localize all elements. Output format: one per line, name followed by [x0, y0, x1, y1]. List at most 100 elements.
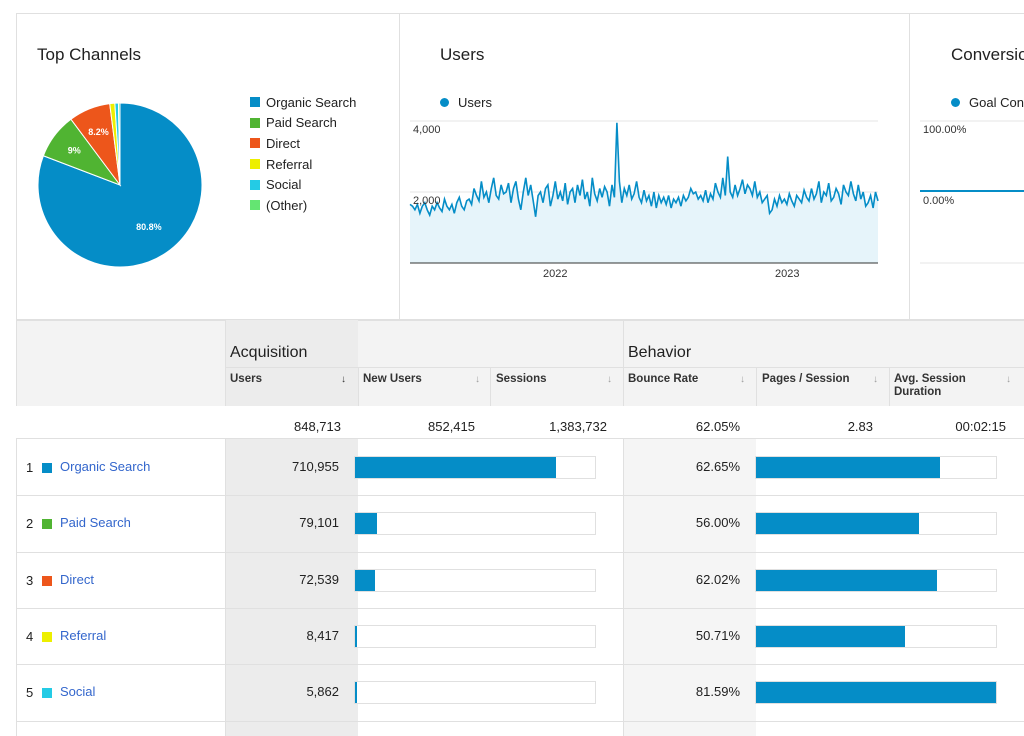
row-bounce-rate-value: 62.02% — [695, 571, 740, 587]
total-new-users: 852,415 — [428, 419, 475, 434]
users-share-bar — [354, 681, 596, 705]
row-bounce-rate-value: 62.65% — [695, 459, 740, 475]
users-share-bar — [354, 456, 596, 480]
conversions-card-title: Conversio — [951, 45, 1024, 64]
col-head-avg-session-line2: Duration — [894, 386, 942, 398]
legend-label: Direct — [266, 135, 300, 151]
pie-slice-other[interactable] — [117, 102, 121, 186]
legend-item[interactable]: Direct — [250, 133, 356, 154]
legend-label: Paid Search — [266, 115, 337, 131]
row-users-value: 72,539 — [299, 571, 339, 587]
users-share-bar-fill — [355, 513, 378, 535]
row-users-value: 8,417 — [306, 628, 339, 644]
total-sessions: 1,383,732 — [549, 419, 607, 434]
users-share-bar — [354, 568, 596, 592]
conversions-y-tick-0: 0.00% — [923, 195, 955, 207]
totals-row-bg — [16, 406, 1024, 439]
users-share-bar-fill — [355, 457, 556, 479]
col-head-sessions[interactable]: Sessions — [496, 373, 547, 385]
sort-icon-avg-session[interactable]: ↓ — [1006, 374, 1011, 385]
row-channel-link[interactable]: Referral — [60, 628, 107, 644]
col-sep-pages — [756, 368, 757, 439]
legend-item[interactable]: Referral — [250, 154, 356, 175]
bounce-rate-bar — [755, 568, 997, 592]
legend-item[interactable]: (Other) — [250, 195, 356, 216]
row-users-value: 79,101 — [299, 515, 339, 531]
col-sep-new-users — [358, 368, 359, 439]
legend-swatch — [250, 117, 260, 128]
sort-icon-pages-session[interactable]: ↓ — [873, 374, 878, 385]
table-row-line — [16, 607, 1024, 609]
table-top-line — [16, 320, 1024, 321]
sort-icon-new-users[interactable]: ↓ — [475, 374, 480, 385]
sort-icon-sessions[interactable]: ↓ — [607, 374, 612, 385]
legend-item[interactable]: Social — [250, 174, 356, 195]
row-number: 1 — [26, 460, 34, 476]
row-number: 4 — [26, 629, 34, 645]
cards-top-border — [16, 13, 1024, 14]
conversions-line-chart — [920, 120, 1024, 264]
legend-swatch — [250, 200, 260, 211]
conversions-y-tick-100: 100.00% — [923, 124, 967, 136]
row-users-value: 710,955 — [292, 459, 339, 475]
header-sub-line — [225, 367, 1024, 368]
total-avg-session: 00:02:15 — [955, 419, 1006, 434]
users-series-legend[interactable]: Users — [440, 95, 492, 110]
bounce-rate-bar — [755, 512, 997, 536]
table-row-line — [16, 551, 1024, 553]
col-head-users[interactable]: Users — [230, 373, 262, 385]
row-number: 5 — [26, 685, 34, 701]
bounce-rate-bar — [755, 625, 997, 649]
total-bounce-rate: 62.05% — [695, 419, 740, 434]
users-series-line[interactable] — [409, 122, 879, 218]
legend-item[interactable]: Paid Search — [250, 113, 356, 134]
pie-slice-organic-search[interactable] — [37, 102, 203, 268]
bounce-rate-bar-fill — [756, 626, 905, 648]
total-pages-session: 2.83 — [847, 419, 873, 434]
legend-label: (Other) — [266, 197, 308, 213]
users-share-bar — [354, 512, 596, 536]
table-row-line — [16, 664, 1024, 666]
row-number: 2 — [26, 516, 34, 532]
users-y-tick-2000: 2,000 — [413, 195, 441, 207]
users-y-tick-4000: 4,000 — [413, 124, 441, 136]
legend-label: Social — [266, 177, 302, 193]
row-channel-link[interactable]: Organic Search — [60, 459, 151, 475]
users-share-bar-fill — [355, 626, 358, 648]
row-channel-swatch — [42, 575, 52, 586]
bounce-rate-bar-fill — [756, 682, 996, 704]
row-channel-link[interactable]: Social — [60, 684, 96, 700]
pie-slice-label: 8.2% — [88, 127, 109, 137]
top-channels-legend: Organic Search Paid Search Direct Referral S… — [250, 92, 356, 216]
behavior-left-border — [623, 320, 624, 736]
row-users-value: 5,862 — [306, 684, 339, 700]
bounce-rate-bar-fill — [756, 569, 938, 591]
users-share-bar — [354, 625, 596, 649]
table-header-bg — [16, 320, 1024, 406]
conversions-series-legend[interactable]: Goal Con — [951, 95, 1024, 110]
col-head-avg-session-duration[interactable]: Avg. Session Duration — [894, 373, 966, 399]
bounce-rate-bar-fill — [756, 457, 940, 479]
totals-row-bottom-line — [16, 438, 1024, 439]
sort-desc-icon[interactable]: ↓ — [341, 374, 346, 385]
legend-item[interactable]: Organic Search — [250, 92, 356, 113]
users-x-tick-2022: 2022 — [543, 268, 568, 280]
row-number: 3 — [26, 572, 34, 588]
cards-bottom-border — [16, 319, 1024, 320]
pie-slice-label: 9% — [68, 145, 81, 155]
col-head-bounce-rate[interactable]: Bounce Rate — [628, 373, 699, 385]
legend-swatch — [250, 97, 260, 108]
col-sep-sessions — [490, 368, 491, 439]
row-channel-link[interactable]: Direct — [60, 571, 94, 587]
sort-icon-bounce-rate[interactable]: ↓ — [740, 374, 745, 385]
col-head-new-users[interactable]: New Users — [363, 373, 422, 385]
users-series-label: Users — [458, 95, 492, 110]
users-line-chart — [409, 120, 879, 264]
row-channel-link[interactable]: Paid Search — [60, 515, 131, 531]
users-x-tick-2023: 2023 — [775, 268, 800, 280]
channels-table: Acquisition Behavior Users ↓ New Users ↓… — [16, 320, 1024, 736]
acquisition-left-border — [225, 320, 226, 736]
table-left-border — [16, 320, 17, 736]
row-channel-swatch — [42, 688, 52, 699]
col-head-pages-session[interactable]: Pages / Session — [762, 373, 850, 385]
